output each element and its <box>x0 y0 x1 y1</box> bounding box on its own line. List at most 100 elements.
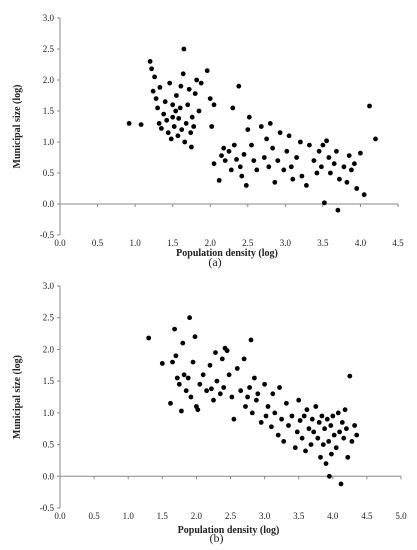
data-point <box>331 161 337 167</box>
data-point <box>211 102 217 108</box>
data-point <box>254 167 260 173</box>
data-point <box>265 404 271 409</box>
data-point <box>189 114 195 120</box>
data-point <box>187 315 193 321</box>
x-tick-label: 2.5 <box>242 238 254 248</box>
data-point <box>346 153 352 159</box>
data-point <box>153 96 159 101</box>
data-point <box>234 366 240 371</box>
data-point <box>341 164 347 170</box>
data-point <box>207 362 213 368</box>
y-axis-label: Municipal size (log) <box>12 355 23 439</box>
data-point <box>226 372 232 378</box>
x-tick-label: 3.0 <box>280 238 292 248</box>
data-point <box>241 152 247 157</box>
data-point <box>249 410 255 416</box>
data-point <box>170 102 176 108</box>
data-point <box>246 114 252 120</box>
data-point <box>298 139 303 145</box>
data-point <box>290 176 296 182</box>
y-tick-label: -0.5 <box>40 230 55 240</box>
data-point <box>176 381 182 387</box>
data-point <box>331 432 337 438</box>
x-tick-label: 3.5 <box>317 238 329 248</box>
data-point <box>284 400 289 406</box>
data-point <box>264 136 269 142</box>
data-point <box>229 394 235 400</box>
data-point <box>209 386 214 392</box>
data-point <box>219 356 225 362</box>
data-point <box>337 429 342 435</box>
data-point <box>328 423 334 428</box>
data-point <box>339 420 345 425</box>
data-point <box>230 105 236 111</box>
data-point <box>211 397 216 403</box>
data-point <box>277 130 283 136</box>
data-point <box>161 111 167 117</box>
data-point <box>373 136 378 142</box>
data-point <box>315 435 321 441</box>
data-point <box>176 116 182 121</box>
data-point <box>197 381 203 387</box>
scatter-panel-2: -0.50.00.51.01.52.02.53.00.0 0.5 1.0 1.5 2.0… <box>12 281 407 545</box>
x-tick-label: 4.0 <box>355 238 367 248</box>
data-point <box>175 133 181 139</box>
data-point <box>234 157 239 162</box>
data-point <box>173 353 179 359</box>
y-tick-label: 0.0 <box>43 199 55 209</box>
data-point <box>147 59 153 64</box>
panel-caption: (b) <box>210 531 224 545</box>
data-point <box>159 361 165 366</box>
data-point <box>263 413 269 419</box>
data-point <box>204 68 210 74</box>
data-point <box>349 439 355 444</box>
data-point <box>164 117 170 123</box>
scatter-panel-1: -0.50.00.51.01.52.02.53.00.0 0.5 1.0 1.5 2.0… <box>12 13 404 269</box>
data-point <box>179 408 184 414</box>
data-point <box>174 375 180 381</box>
data-point <box>198 80 204 86</box>
data-point <box>299 435 305 441</box>
data-point <box>254 397 259 403</box>
data-point <box>361 192 367 198</box>
data-point <box>231 142 237 148</box>
x-tick-label: 5.0 <box>395 511 407 521</box>
data-point <box>326 155 332 160</box>
data-point <box>337 176 342 182</box>
data-point <box>270 391 276 397</box>
data-point <box>243 404 248 409</box>
data-point <box>261 155 267 160</box>
data-point <box>185 375 191 381</box>
y-tick-label: -0.5 <box>40 503 55 513</box>
data-point <box>217 391 223 397</box>
data-point <box>170 359 175 365</box>
data-point <box>275 432 281 438</box>
data-point <box>316 148 322 154</box>
data-point <box>183 121 189 126</box>
data-point <box>324 138 329 144</box>
data-point <box>258 420 264 425</box>
data-point <box>157 85 163 90</box>
data-point <box>319 413 325 419</box>
data-point <box>245 127 251 132</box>
data-point <box>237 164 243 170</box>
data-point <box>174 93 179 98</box>
data-point <box>275 158 281 164</box>
data-point <box>189 144 194 150</box>
data-point <box>162 99 168 105</box>
data-point <box>358 150 363 156</box>
data-point <box>159 125 164 131</box>
data-point <box>168 400 173 406</box>
data-point <box>180 340 186 346</box>
data-point <box>333 445 339 451</box>
data-point <box>155 105 161 111</box>
y-tick-label: 0.5 <box>43 440 55 450</box>
data-point <box>181 372 187 378</box>
data-point <box>272 410 278 416</box>
data-point <box>304 407 310 413</box>
data-point <box>228 167 234 173</box>
y-tick-label: 1.5 <box>43 376 55 386</box>
data-point <box>286 423 291 428</box>
x-tick-label: 4.5 <box>361 511 373 521</box>
data-point <box>190 359 196 365</box>
